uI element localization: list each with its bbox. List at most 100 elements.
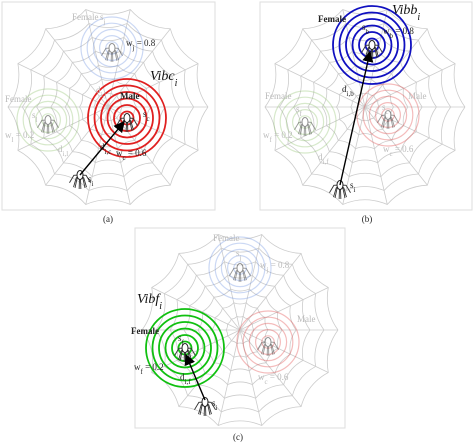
web-ring	[50, 50, 166, 164]
vibration-ring	[214, 242, 266, 294]
label: di,f	[318, 152, 329, 166]
web-ring	[225, 315, 255, 345]
web-ring	[264, 9, 466, 205]
label: di,f	[180, 372, 191, 386]
label: di,b	[342, 84, 354, 98]
label-text: Vibf	[137, 292, 161, 307]
spider	[229, 263, 251, 282]
label-text: s	[362, 22, 366, 32]
vibration-ring	[98, 34, 125, 61]
spider-body	[264, 337, 272, 347]
label-subscript: b	[366, 28, 370, 36]
vibration-ring	[151, 314, 219, 382]
label: wb = 0.8	[383, 26, 414, 40]
label-text: d	[180, 372, 185, 382]
label: Female	[213, 233, 240, 243]
label: wl = 0.2	[5, 130, 34, 144]
label: Vibci	[150, 69, 178, 89]
arrow	[184, 353, 206, 401]
label: wc = 0.6	[383, 144, 414, 158]
web-thread	[302, 28, 366, 108]
label-value: = 0.8	[393, 26, 414, 36]
web-thread	[364, 63, 456, 108]
label-text: s	[212, 398, 216, 408]
caption: (a)	[103, 214, 113, 224]
vibration-ring	[285, 102, 325, 142]
spider-body	[236, 263, 244, 273]
web-thread	[364, 106, 456, 151]
vibration-ring	[356, 83, 420, 147]
web-thread	[107, 106, 199, 151]
label-value: = 0.2	[143, 362, 164, 372]
label-text: s	[296, 104, 300, 114]
label: wf = 0.2	[134, 362, 164, 376]
label-subscript: f	[141, 368, 144, 376]
label-text: Female	[72, 12, 99, 22]
vibration-ring	[338, 11, 406, 79]
label: sj	[100, 12, 106, 26]
vibration-ring	[255, 329, 282, 356]
label-subscript: j	[266, 266, 269, 274]
vibration-ring	[208, 236, 272, 300]
label-text: w	[260, 260, 267, 270]
web-ring	[321, 64, 409, 150]
label-text: d	[58, 144, 63, 154]
label-text: Female	[5, 94, 32, 104]
vibration-ring	[236, 310, 300, 374]
label-text: s	[382, 102, 386, 112]
web-ring	[293, 36, 437, 178]
vibration-ring	[93, 84, 161, 152]
vibration-ring	[106, 97, 148, 139]
label-subscript: l	[36, 116, 38, 124]
label: Vibbi	[392, 3, 420, 23]
web-ring	[7, 9, 209, 205]
label-text: Male	[120, 91, 140, 101]
label-text: d	[96, 85, 101, 95]
caption: (b)	[362, 214, 373, 224]
web-ring	[141, 233, 339, 427]
label: si	[88, 174, 94, 188]
label-subscript: l	[12, 136, 14, 144]
spider-body	[384, 110, 392, 120]
vibration-ring	[375, 101, 402, 128]
vibration-ring	[279, 96, 331, 148]
web-thread	[107, 106, 171, 186]
spider-body	[108, 43, 116, 53]
web-thread	[239, 287, 329, 331]
label-subscript: j	[103, 18, 106, 26]
label-text: w	[116, 148, 123, 158]
vibration-ring	[242, 316, 294, 368]
web-thread	[239, 329, 302, 407]
label-text: s	[178, 333, 182, 343]
label: sf	[178, 333, 185, 347]
label-subscript: c	[265, 378, 268, 386]
vibration-ring	[113, 104, 141, 132]
web-thread	[85, 9, 109, 108]
label: wj = 0.8	[126, 38, 156, 52]
web-thread	[107, 9, 131, 108]
web-ring	[183, 274, 297, 386]
web-thread	[239, 234, 263, 331]
label: Male	[408, 91, 427, 101]
label-text: Vibc	[150, 69, 175, 84]
vibration-ring	[368, 95, 408, 135]
label-value: = 0.2	[13, 130, 34, 140]
label: di,l	[58, 144, 68, 158]
label: di,j	[96, 85, 106, 99]
label-value: = 0.2	[272, 130, 293, 140]
web-ring	[350, 92, 380, 122]
panel-frame	[134, 227, 346, 429]
label: si	[212, 398, 218, 412]
web-thread	[364, 106, 388, 205]
label: Vibfi	[137, 292, 162, 312]
spider-body	[181, 343, 189, 353]
vibration-ring	[332, 5, 412, 85]
web-ring	[155, 247, 325, 413]
vibration-ring	[92, 28, 132, 68]
label-subscript: i	[216, 404, 218, 412]
spider-body	[44, 115, 52, 125]
label: wc = 0.6	[258, 372, 289, 386]
label: wc = 0.6	[116, 148, 147, 162]
label-text: w	[258, 372, 265, 382]
